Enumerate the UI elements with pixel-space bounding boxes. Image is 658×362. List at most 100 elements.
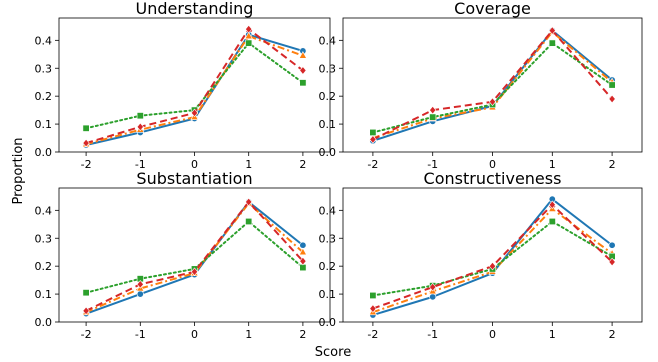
series-3 (369, 39, 616, 136)
series-3 (369, 218, 616, 299)
data-point (429, 293, 437, 301)
data-point (244, 31, 253, 40)
y-tick-label: 0.3 (319, 232, 337, 245)
series-line (85, 35, 304, 146)
plot-frame (58, 17, 331, 153)
panel-coverage: Coverage 0.0 0.1 0.2 0.3 0.4 -2 -1 0 1 2 (319, 0, 643, 171)
plot-frame (342, 187, 643, 323)
y-tick-label: 0.2 (319, 260, 337, 273)
data-point (245, 24, 253, 34)
x-tick-label: 0 (191, 328, 198, 341)
x-tick-label: -2 (81, 328, 92, 341)
x-tick-label: 0 (489, 158, 496, 171)
data-point (548, 26, 556, 35)
y-tick-label: 0.1 (35, 288, 53, 301)
data-point (369, 135, 377, 144)
y-tick-label: 0.1 (319, 288, 337, 301)
panel-title: Understanding (136, 0, 254, 18)
x-tick-label: -2 (367, 328, 378, 341)
y-tick-label: 0.0 (319, 316, 337, 329)
data-point (608, 94, 616, 104)
series-line (371, 220, 614, 297)
panel-substantiation: Substantiation 0.0 0.1 0.2 0.3 0.4 -2 -1 0 1 2 (35, 169, 331, 341)
x-tick-label: 1 (549, 158, 556, 171)
y-tick-label: 0.2 (319, 90, 337, 103)
series-2 (81, 198, 308, 316)
data-point (136, 280, 144, 289)
x-tick-label: -1 (427, 158, 438, 171)
data-point (548, 39, 556, 47)
data-point (299, 256, 307, 266)
data-point (429, 113, 437, 121)
x-tick-label: 0 (489, 328, 496, 341)
x-tick-label: -1 (427, 328, 438, 341)
panel-title: Substantiation (136, 169, 252, 188)
y-tick-label: 0.0 (319, 146, 337, 159)
y-tick-label: 0.4 (35, 204, 53, 217)
x-tick-label: 1 (245, 158, 252, 171)
data-point (299, 241, 307, 249)
x-tick-label: 2 (299, 158, 306, 171)
data-point (608, 257, 616, 267)
data-point (429, 105, 437, 115)
data-point (429, 282, 437, 292)
data-point (548, 218, 556, 226)
figure-ylabel: Proportion (11, 137, 26, 204)
data-point (369, 128, 377, 136)
y-tick-label: 0.4 (319, 34, 337, 47)
data-point (190, 267, 199, 277)
series-line (85, 28, 304, 145)
y-tick-label: 0.3 (35, 62, 53, 75)
x-tick-label: -1 (135, 328, 146, 341)
series-4 (82, 197, 307, 316)
series-line (372, 203, 613, 310)
x-tick-label: -2 (81, 158, 92, 171)
data-point (136, 112, 144, 120)
x-tick-label: 2 (609, 158, 616, 171)
data-point (245, 218, 253, 226)
data-point (82, 289, 90, 297)
panel-title: Coverage (454, 0, 531, 18)
series-line (85, 200, 304, 315)
data-point (369, 291, 377, 299)
y-tick-label: 0.1 (319, 118, 337, 131)
data-point (488, 97, 497, 107)
data-point (298, 51, 308, 59)
series-1 (82, 31, 307, 149)
panel-title: Constructiveness (424, 169, 562, 188)
y-tick-label: 0.2 (35, 90, 53, 103)
data-point (136, 290, 144, 298)
series-line (372, 29, 613, 142)
x-tick-label: 1 (245, 328, 252, 341)
panel-understanding: Understanding 0.0 0.1 0.2 0.3 0.4 -2 -1 0 1 2 (35, 0, 331, 171)
series-line (85, 33, 304, 146)
x-tick-label: -2 (367, 158, 378, 171)
data-point (136, 122, 144, 132)
figure-xlabel: Score (315, 345, 351, 360)
data-point (488, 261, 497, 271)
y-tick-label: 0.2 (35, 260, 53, 273)
y-tick-label: 0.1 (35, 118, 53, 131)
data-point (608, 81, 616, 89)
data-point (245, 39, 253, 47)
data-point (190, 108, 199, 118)
data-point (548, 200, 556, 210)
y-tick-label: 0.4 (319, 204, 337, 217)
data-point (299, 66, 307, 75)
data-point (82, 138, 90, 148)
data-point (299, 79, 307, 87)
y-tick-label: 0.3 (319, 62, 337, 75)
series-line (372, 198, 613, 316)
series-3 (82, 218, 307, 297)
x-tick-label: 2 (609, 328, 616, 341)
data-point (245, 197, 253, 207)
x-tick-label: -1 (135, 158, 146, 171)
series-2 (368, 204, 617, 316)
series-4 (369, 200, 616, 313)
panel-constructiveness: Constructiveness 0.0 0.1 0.2 0.3 0.4 -2 -1 0 1 2 (319, 169, 643, 341)
series-4 (82, 24, 307, 148)
data-point (82, 306, 90, 316)
series-2 (81, 31, 308, 148)
